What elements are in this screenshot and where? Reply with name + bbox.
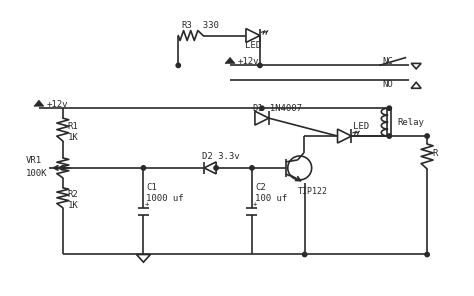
Text: 330: 330 [192, 21, 219, 30]
Text: 1000 uf: 1000 uf [146, 194, 184, 203]
Text: +12v: +12v [47, 100, 68, 109]
Circle shape [176, 63, 181, 67]
Circle shape [302, 252, 307, 257]
Circle shape [260, 106, 264, 110]
Text: NC: NC [383, 57, 393, 66]
Polygon shape [34, 100, 44, 106]
Text: +: + [145, 201, 149, 207]
Text: LED: LED [354, 122, 370, 131]
Circle shape [258, 63, 262, 67]
Text: 1N4007: 1N4007 [259, 104, 302, 113]
Text: +: + [253, 201, 257, 207]
Circle shape [387, 106, 392, 110]
Text: 1K: 1K [68, 133, 79, 141]
Text: 100K: 100K [26, 169, 47, 178]
Circle shape [214, 166, 219, 170]
Text: Relay: Relay [397, 118, 424, 127]
Text: 100 uf: 100 uf [255, 194, 287, 203]
Text: VR1: VR1 [26, 157, 42, 165]
Polygon shape [225, 57, 235, 63]
Text: R1: R1 [68, 122, 79, 131]
Text: D1: D1 [252, 104, 263, 113]
Text: D2 3.3v: D2 3.3v [202, 152, 240, 161]
Text: NO: NO [383, 80, 393, 89]
Text: TIP122: TIP122 [298, 187, 328, 196]
Circle shape [425, 134, 429, 138]
Text: +12v: +12v [238, 57, 259, 66]
Text: R3: R3 [181, 21, 192, 30]
Circle shape [141, 166, 146, 170]
Text: LED: LED [245, 41, 261, 50]
Text: R: R [432, 149, 438, 158]
Circle shape [387, 134, 392, 138]
Circle shape [61, 166, 65, 170]
Circle shape [250, 166, 254, 170]
Text: 1K: 1K [68, 201, 79, 210]
Text: C1: C1 [146, 183, 157, 192]
Text: R2: R2 [68, 190, 79, 199]
Circle shape [425, 252, 429, 257]
Text: C2: C2 [255, 183, 265, 192]
